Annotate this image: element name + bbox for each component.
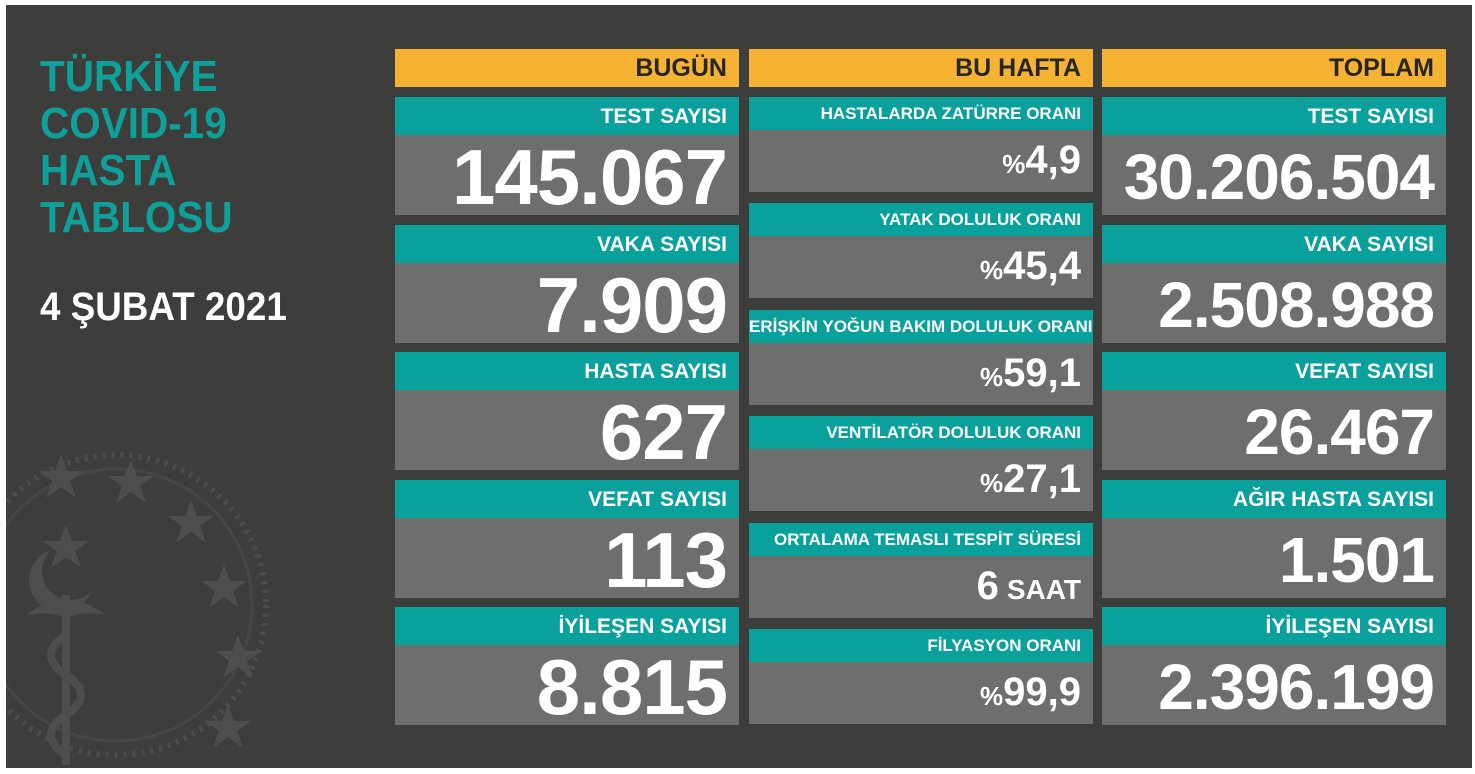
today-test-value: 145.067: [395, 135, 739, 219]
total-test-value: 30.206.504: [1102, 135, 1446, 215]
today-recovered-value: 8.815: [395, 645, 739, 729]
title-line-2: COVID-19: [40, 99, 227, 148]
week-contact-time-unit: SAAT: [1006, 574, 1081, 605]
week-bed-value: %45,4: [749, 236, 1093, 298]
covid-table-board: TÜRKİYE COVID-19 HASTA TABLOSU 4 ŞUBAT 2…: [6, 5, 1472, 768]
today-death-value: 113: [395, 518, 739, 602]
week-header: BU HAFTA: [749, 49, 1093, 87]
week-contact-time-value: 6 SAAT: [749, 556, 1093, 618]
percent-sign: %: [980, 255, 1004, 285]
today-test-label: TEST SAYISI: [395, 97, 739, 135]
title-line-4: TABLOSU: [40, 193, 233, 242]
week-ventilator-value: %27,1: [749, 449, 1093, 511]
today-death-card: VEFAT SAYISI 113: [395, 480, 739, 602]
today-patient-value: 627: [395, 390, 739, 474]
week-bed-card: YATAK DOLULUK ORANI %45,4: [749, 203, 1093, 298]
today-recovered-label: İYİLEŞEN SAYISI: [395, 607, 739, 645]
week-bed-number: 45,4: [1003, 244, 1081, 288]
week-pneumonia-card: HASTALARDA ZATÜRRE ORANI %4,9: [749, 97, 1093, 192]
week-filiation-label: FİLYASYON ORANI: [749, 629, 1093, 662]
week-contact-time-card: ORTALAMA TEMASLI TESPİT SÜRESİ 6 SAAT: [749, 523, 1093, 618]
today-test-card: TEST SAYISI 145.067: [395, 97, 739, 219]
week-pneumonia-number: 4,9: [1025, 138, 1081, 182]
week-ventilator-number: 27,1: [1003, 457, 1081, 501]
title-line-1: TÜRKİYE: [40, 52, 218, 101]
total-case-card: VAKA SAYISI 2.508.988: [1102, 225, 1446, 343]
week-bed-label: YATAK DOLULUK ORANI: [749, 203, 1093, 236]
week-ventilator-label: VENTİLATÖR DOLULUK ORANI: [749, 416, 1093, 449]
today-recovered-card: İYİLEŞEN SAYISI 8.815: [395, 607, 739, 729]
ministry-emblem-watermark-icon: [6, 452, 269, 765]
today-case-label: VAKA SAYISI: [395, 225, 739, 263]
today-column: BUGÜN TEST SAYISI 145.067 VAKA SAYISI 7.…: [395, 49, 739, 729]
today-case-card: VAKA SAYISI 7.909: [395, 225, 739, 347]
week-filiation-card: FİLYASYON ORANI %99,9: [749, 629, 1093, 724]
total-header: TOPLAM: [1102, 49, 1446, 87]
week-icu-label: ERİŞKİN YOĞUN BAKIM DOLULUK ORANI: [749, 310, 1093, 343]
percent-sign: %: [980, 362, 1004, 392]
total-death-value: 26.467: [1102, 390, 1446, 470]
week-pneumonia-label: HASTALARDA ZATÜRRE ORANI: [749, 97, 1093, 130]
total-severe-value: 1.501: [1102, 518, 1446, 598]
title-line-3: HASTA: [40, 146, 177, 195]
week-filiation-number: 99,9: [1003, 670, 1081, 714]
total-severe-card: AĞIR HASTA SAYISI 1.501: [1102, 480, 1446, 598]
week-filiation-value: %99,9: [749, 662, 1093, 724]
report-date: 4 ŞUBAT 2021: [40, 285, 287, 329]
total-death-card: VEFAT SAYISI 26.467: [1102, 352, 1446, 470]
total-column: TOPLAM TEST SAYISI 30.206.504 VAKA SAYIS…: [1102, 49, 1446, 729]
total-recovered-value: 2.396.199: [1102, 645, 1446, 725]
percent-sign: %: [980, 681, 1004, 711]
week-icu-card: ERİŞKİN YOĞUN BAKIM DOLULUK ORANI %59,1: [749, 310, 1093, 405]
week-contact-time-label: ORTALAMA TEMASLI TESPİT SÜRESİ: [749, 523, 1093, 556]
week-pneumonia-value: %4,9: [749, 130, 1093, 192]
today-case-value: 7.909: [395, 263, 739, 347]
today-patient-card: HASTA SAYISI 627: [395, 352, 739, 474]
today-patient-label: HASTA SAYISI: [395, 352, 739, 390]
week-ventilator-card: VENTİLATÖR DOLULUK ORANI %27,1: [749, 416, 1093, 511]
today-death-label: VEFAT SAYISI: [395, 480, 739, 518]
week-icu-number: 59,1: [1003, 351, 1081, 395]
total-case-label: VAKA SAYISI: [1102, 225, 1446, 263]
percent-sign: %: [980, 468, 1004, 498]
page-title: TÜRKİYE COVID-19 HASTA TABLOSU: [40, 53, 233, 241]
total-recovered-card: İYİLEŞEN SAYISI 2.396.199: [1102, 607, 1446, 725]
total-test-card: TEST SAYISI 30.206.504: [1102, 97, 1446, 215]
week-column: BU HAFTA HASTALARDA ZATÜRRE ORANI %4,9 Y…: [749, 49, 1093, 729]
week-contact-time-number: 6: [976, 564, 999, 608]
total-case-value: 2.508.988: [1102, 263, 1446, 343]
total-death-label: VEFAT SAYISI: [1102, 352, 1446, 390]
today-header: BUGÜN: [395, 49, 739, 87]
total-test-label: TEST SAYISI: [1102, 97, 1446, 135]
percent-sign: %: [1002, 149, 1026, 179]
week-icu-value: %59,1: [749, 343, 1093, 405]
total-severe-label: AĞIR HASTA SAYISI: [1102, 480, 1446, 518]
total-recovered-label: İYİLEŞEN SAYISI: [1102, 607, 1446, 645]
